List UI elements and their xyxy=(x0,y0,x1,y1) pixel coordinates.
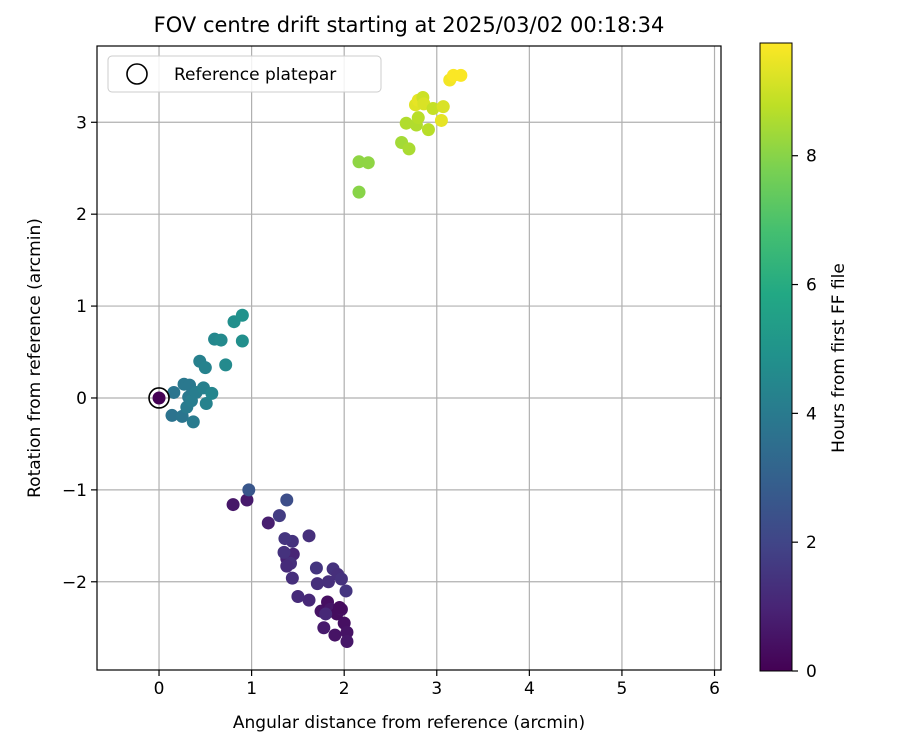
data-point xyxy=(277,545,291,559)
colorbar-tick-label: 2 xyxy=(806,533,817,553)
y-tick-label: 3 xyxy=(76,113,87,133)
data-point xyxy=(214,333,228,347)
legend-marker-icon xyxy=(126,63,148,85)
x-axis-ticks: 0 1 2 3 4 5 6 xyxy=(154,670,720,699)
x-tick-label: 5 xyxy=(617,679,628,699)
y-tick-label: 2 xyxy=(76,205,87,225)
data-point xyxy=(328,628,342,642)
data-point xyxy=(334,572,348,586)
data-point xyxy=(235,308,249,322)
data-point xyxy=(317,621,331,635)
data-point xyxy=(454,68,468,82)
data-point xyxy=(205,386,219,400)
data-point xyxy=(152,391,166,405)
colorbar-tick-label: 8 xyxy=(806,147,817,167)
data-point xyxy=(199,396,213,410)
legend-box xyxy=(107,55,382,93)
x-tick-label: 2 xyxy=(339,679,350,699)
data-point xyxy=(426,101,440,115)
data-point xyxy=(167,385,181,399)
data-point xyxy=(226,498,240,512)
data-point xyxy=(280,493,294,507)
colorbar-gradient xyxy=(759,42,793,672)
colorbar-label: Hours from first FF file xyxy=(829,263,849,453)
y-axis-ticks: −2 −1 0 1 2 3 xyxy=(62,113,97,593)
data-point xyxy=(339,584,353,598)
x-axis-label: Angular distance from reference (arcmin) xyxy=(233,713,585,733)
colorbar-ticks: 0 2 4 6 8 xyxy=(792,147,817,682)
x-tick-label: 3 xyxy=(431,679,442,699)
colorbar-tick-label: 6 xyxy=(806,276,817,296)
reference-marker-layer xyxy=(148,387,170,409)
data-point xyxy=(434,113,448,127)
y-tick-label: −1 xyxy=(62,481,87,501)
data-point xyxy=(352,185,366,199)
data-point xyxy=(240,493,254,507)
legend-label: Reference platepar xyxy=(174,65,336,85)
y-tick-label: 0 xyxy=(76,389,87,409)
data-point xyxy=(242,483,256,497)
legend: Reference platepar xyxy=(107,55,382,93)
data-point xyxy=(280,559,294,573)
x-tick-label: 0 xyxy=(154,679,165,699)
data-point xyxy=(321,575,335,589)
reference-platepar-marker xyxy=(148,387,170,409)
data-point xyxy=(302,593,316,607)
data-point xyxy=(272,509,286,523)
y-tick-label: 1 xyxy=(76,297,87,317)
data-point xyxy=(340,635,354,649)
data-point xyxy=(333,601,347,615)
data-point xyxy=(219,358,233,372)
data-point xyxy=(402,142,416,156)
data-point xyxy=(261,516,275,530)
chart-title: FOV centre drift starting at 2025/03/02 … xyxy=(154,13,665,37)
data-point xyxy=(399,116,413,130)
data-point xyxy=(319,607,333,621)
data-point xyxy=(411,111,425,125)
data-point xyxy=(309,561,323,575)
data-point xyxy=(235,334,249,348)
data-point xyxy=(186,415,200,429)
colorbar: 0 2 4 6 8 Hours from first FF file xyxy=(759,42,849,682)
data-point xyxy=(361,156,375,170)
data-point xyxy=(436,100,450,114)
colorbar-tick-label: 0 xyxy=(806,662,817,682)
plot-frame xyxy=(96,45,722,671)
data-point xyxy=(198,361,212,375)
data-point xyxy=(278,532,292,546)
data-point xyxy=(165,408,179,422)
data-points xyxy=(152,68,468,649)
x-tick-label: 6 xyxy=(709,679,720,699)
data-point xyxy=(340,625,354,639)
data-point xyxy=(291,589,305,603)
y-tick-label: −2 xyxy=(62,573,87,593)
data-point xyxy=(310,577,324,591)
x-tick-label: 4 xyxy=(524,679,535,699)
y-axis-label: Rotation from reference (arcmin) xyxy=(25,218,45,498)
data-point xyxy=(285,571,299,585)
x-tick-label: 1 xyxy=(246,679,257,699)
colorbar-tick-label: 4 xyxy=(806,404,817,424)
grid-lines xyxy=(97,46,721,670)
data-point xyxy=(302,529,316,543)
data-point xyxy=(421,123,435,137)
